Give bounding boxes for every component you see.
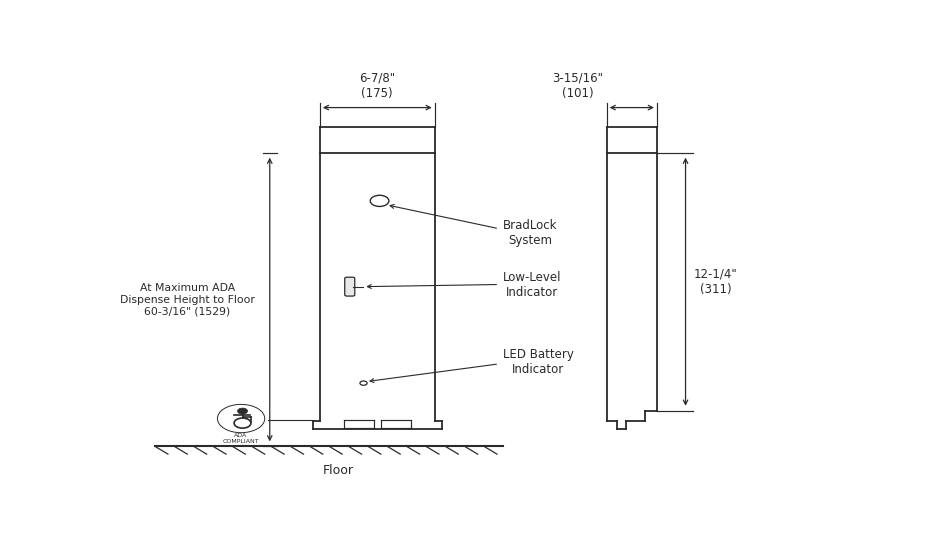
Text: Floor: Floor — [322, 463, 353, 477]
Text: LED Battery
Indicator: LED Battery Indicator — [503, 348, 574, 376]
Text: BradLock
System: BradLock System — [503, 219, 557, 247]
Text: 12-1/4"
(311): 12-1/4" (311) — [694, 268, 738, 296]
Circle shape — [238, 408, 248, 414]
Text: Low-Level
Indicator: Low-Level Indicator — [503, 271, 561, 299]
Text: At Maximum ADA
Dispense Height to Floor
60-3/16" (1529): At Maximum ADA Dispense Height to Floor … — [120, 283, 254, 316]
Text: 6-7/8"
(175): 6-7/8" (175) — [359, 72, 395, 100]
FancyBboxPatch shape — [345, 277, 355, 296]
Text: 3-15/16"
(101): 3-15/16" (101) — [552, 72, 603, 100]
Text: ADA
COMPLIANT: ADA COMPLIANT — [223, 433, 259, 444]
Circle shape — [217, 404, 265, 433]
